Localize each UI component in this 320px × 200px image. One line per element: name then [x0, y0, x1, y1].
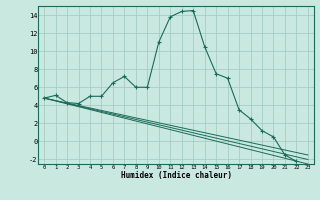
X-axis label: Humidex (Indice chaleur): Humidex (Indice chaleur): [121, 171, 231, 180]
